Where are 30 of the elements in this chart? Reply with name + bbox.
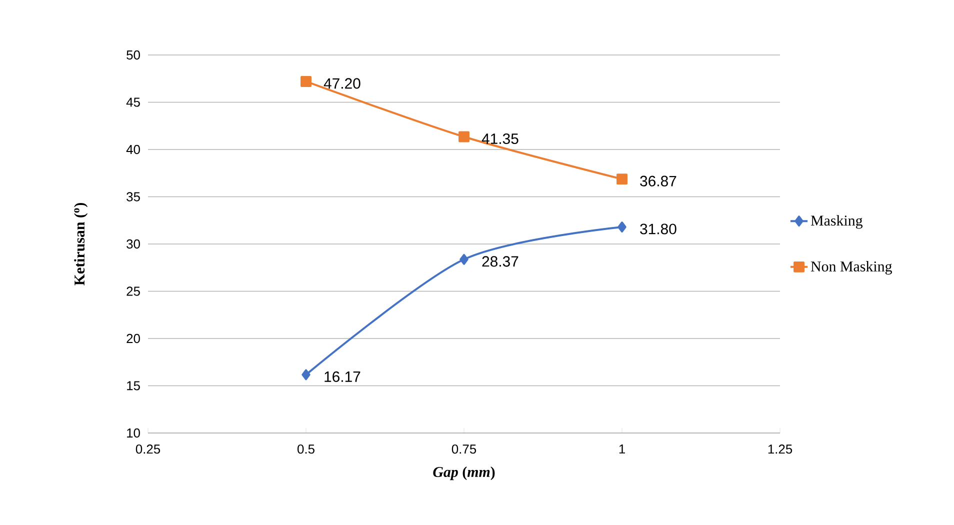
point (300, 76, 312, 87)
point (458, 131, 470, 142)
data-label: 47.20 (324, 78, 360, 89)
legend-label: Masking (810, 215, 863, 229)
x-tick-label: 1.25 (768, 444, 792, 454)
y-tick-label: 30 (126, 239, 140, 249)
data-label: 16.17 (324, 371, 360, 382)
data-label: 28.37 (482, 256, 518, 267)
point (460, 254, 468, 265)
x-tick-label: 0.25 (136, 444, 160, 454)
y-tick-label: 10 (127, 428, 140, 438)
y-axis-title: Ketirusan ($^{o}$) (74, 202, 88, 286)
data-label: 41.35 (482, 133, 518, 144)
y-tick-label: 15 (127, 381, 140, 390)
point (616, 174, 628, 185)
x-tick-label: 1 (619, 444, 625, 454)
y-tick-label: 40 (126, 144, 140, 154)
point (302, 369, 310, 380)
data-label: 31.80 (640, 224, 676, 234)
x-axis-title: Gap (mm) (433, 466, 495, 480)
x-tick-label: 0.75 (452, 444, 476, 454)
point (618, 222, 626, 232)
y-tick-label: 50 (126, 50, 140, 60)
legend-label: Non Masking (810, 261, 892, 275)
y-tick-label: 35 (126, 192, 140, 202)
data-label: 36.87 (640, 176, 676, 186)
y-tick-label: 20 (126, 334, 140, 344)
y-tick-label: 45 (126, 98, 140, 107)
y-tick-label: 25 (126, 286, 140, 296)
x-tick-label: 0.5 (298, 444, 314, 454)
